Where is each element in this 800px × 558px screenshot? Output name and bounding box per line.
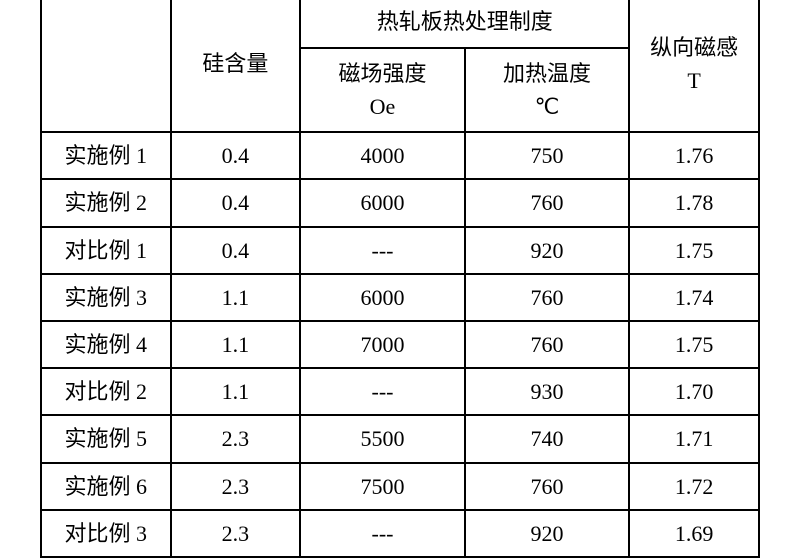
- cell-mag: ---: [300, 227, 465, 274]
- table-row: 实施例 31.160007601.74: [41, 274, 759, 321]
- cell-temp: 740: [465, 415, 630, 462]
- cell-label: 实施例 2: [41, 179, 171, 226]
- cell-si: 2.3: [171, 415, 301, 462]
- cell-si: 0.4: [171, 227, 301, 274]
- table-row: 对比例 32.3---9201.69: [41, 510, 759, 557]
- cell-si: 1.1: [171, 274, 301, 321]
- cell-mag: 6000: [300, 179, 465, 226]
- cell-label: 对比例 2: [41, 368, 171, 415]
- cell-temp: 760: [465, 179, 630, 226]
- cell-result: 1.74: [629, 274, 759, 321]
- table-row: 实施例 10.440007501.76: [41, 132, 759, 179]
- cell-result: 1.69: [629, 510, 759, 557]
- cell-temp: 930: [465, 368, 630, 415]
- header-result: 纵向磁感 T: [629, 0, 759, 132]
- cell-mag: 4000: [300, 132, 465, 179]
- header-temp-line1: 加热温度: [470, 57, 625, 90]
- cell-label: 对比例 1: [41, 227, 171, 274]
- header-temp-line2: ℃: [470, 90, 625, 123]
- cell-result: 1.75: [629, 321, 759, 368]
- cell-result: 1.72: [629, 463, 759, 510]
- table-row: 实施例 20.460007601.78: [41, 179, 759, 226]
- header-heating-temp: 加热温度 ℃: [465, 48, 630, 132]
- cell-result: 1.71: [629, 415, 759, 462]
- cell-mag: ---: [300, 368, 465, 415]
- cell-temp: 920: [465, 510, 630, 557]
- header-group-heat-treatment: 热轧板热处理制度: [300, 0, 629, 48]
- cell-temp: 920: [465, 227, 630, 274]
- cell-mag: 5500: [300, 415, 465, 462]
- header-si: 硅含量: [171, 0, 301, 132]
- table-row: 实施例 62.375007601.72: [41, 463, 759, 510]
- cell-si: 2.3: [171, 463, 301, 510]
- table-row: 对比例 21.1---9301.70: [41, 368, 759, 415]
- cell-si: 2.3: [171, 510, 301, 557]
- table-body: 实施例 10.440007501.76实施例 20.460007601.78对比…: [41, 132, 759, 557]
- cell-si: 0.4: [171, 179, 301, 226]
- cell-temp: 760: [465, 274, 630, 321]
- cell-mag: 7000: [300, 321, 465, 368]
- cell-result: 1.75: [629, 227, 759, 274]
- cell-mag: 6000: [300, 274, 465, 321]
- header-magnetic-field: 磁场强度 Oe: [300, 48, 465, 132]
- cell-result: 1.76: [629, 132, 759, 179]
- cell-label: 对比例 3: [41, 510, 171, 557]
- cell-label: 实施例 6: [41, 463, 171, 510]
- table-header: 硅含量 热轧板热处理制度 纵向磁感 T 磁场强度 Oe 加热温度 ℃: [41, 0, 759, 132]
- cell-temp: 760: [465, 463, 630, 510]
- cell-label: 实施例 3: [41, 274, 171, 321]
- cell-temp: 750: [465, 132, 630, 179]
- header-result-line2: T: [634, 64, 754, 97]
- header-mag-line1: 磁场强度: [305, 57, 460, 90]
- cell-result: 1.78: [629, 179, 759, 226]
- header-result-line1: 纵向磁感: [634, 31, 754, 64]
- cell-si: 1.1: [171, 321, 301, 368]
- cell-label: 实施例 4: [41, 321, 171, 368]
- cell-label: 实施例 5: [41, 415, 171, 462]
- header-mag-line2: Oe: [305, 90, 460, 123]
- cell-si: 0.4: [171, 132, 301, 179]
- table-row: 对比例 10.4---9201.75: [41, 227, 759, 274]
- cell-si: 1.1: [171, 368, 301, 415]
- cell-mag: 7500: [300, 463, 465, 510]
- cell-mag: ---: [300, 510, 465, 557]
- cell-label: 实施例 1: [41, 132, 171, 179]
- table-row: 实施例 41.170007601.75: [41, 321, 759, 368]
- data-table: 硅含量 热轧板热处理制度 纵向磁感 T 磁场强度 Oe 加热温度 ℃ 实施例 1…: [40, 0, 760, 558]
- table-row: 实施例 52.355007401.71: [41, 415, 759, 462]
- cell-result: 1.70: [629, 368, 759, 415]
- header-blank: [41, 0, 171, 132]
- header-row-1: 硅含量 热轧板热处理制度 纵向磁感 T: [41, 0, 759, 48]
- cell-temp: 760: [465, 321, 630, 368]
